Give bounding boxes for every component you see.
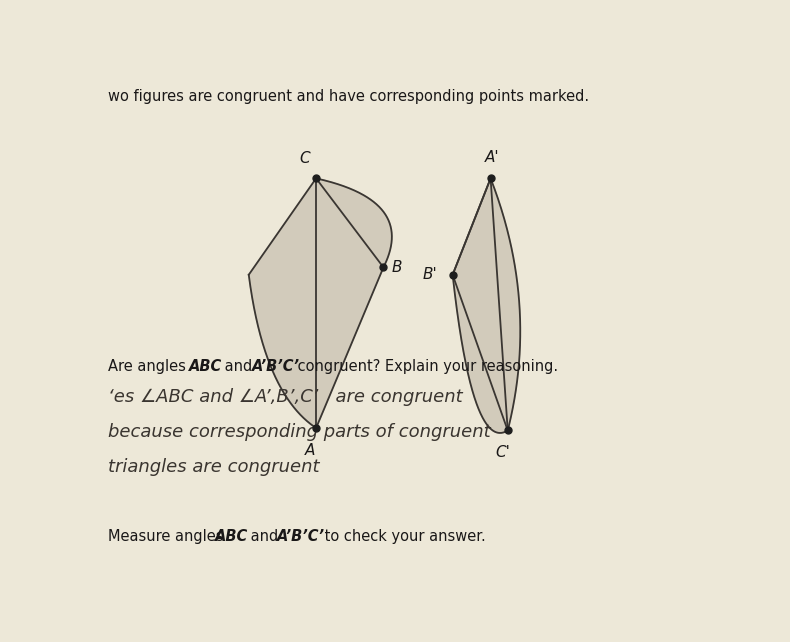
Text: to check your answer.: to check your answer. [321, 530, 486, 544]
Text: B: B [391, 260, 402, 275]
Text: A': A' [485, 150, 500, 165]
Text: triangles are congruent: triangles are congruent [108, 458, 319, 476]
Text: C: C [299, 151, 310, 166]
Text: C': C' [495, 446, 510, 460]
Polygon shape [453, 178, 521, 433]
Text: ABC: ABC [215, 530, 248, 544]
Text: and: and [246, 530, 283, 544]
Text: wo figures are congruent and have corresponding points marked.: wo figures are congruent and have corres… [108, 89, 589, 105]
Text: Are angles: Are angles [108, 359, 190, 374]
Text: Measure angles: Measure angles [108, 530, 228, 544]
Polygon shape [249, 178, 392, 428]
Text: ABC: ABC [190, 359, 223, 374]
Text: and: and [220, 359, 257, 374]
Text: congruent? Explain your reasoning.: congruent? Explain your reasoning. [293, 359, 559, 374]
Text: A’B’C’: A’B’C’ [252, 359, 300, 374]
Text: ‘es ∠ABC and ∠A’,B’,C’   are congruent: ‘es ∠ABC and ∠A’,B’,C’ are congruent [108, 388, 463, 406]
Text: because corresponding parts of congruent: because corresponding parts of congruent [108, 423, 491, 441]
Text: A’B’C’: A’B’C’ [277, 530, 325, 544]
Text: A: A [305, 443, 315, 458]
Text: B': B' [423, 267, 438, 282]
